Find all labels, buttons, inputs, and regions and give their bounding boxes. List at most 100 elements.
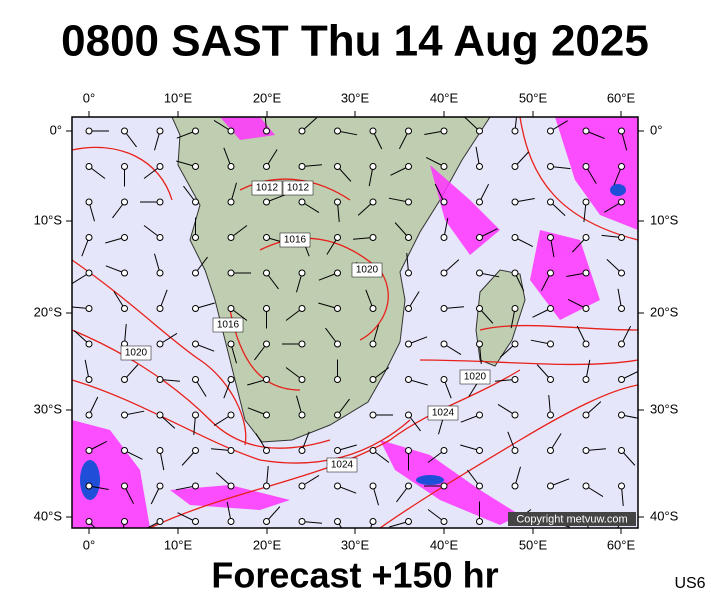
station (156, 163, 164, 170)
station (298, 269, 306, 277)
left-axis-label: 10°S (34, 212, 63, 227)
station (476, 518, 483, 525)
axes: 0° 10°E 20°E 30°E 40°E 50°E 60°E 0° 10°E 20°E 30°E… (34, 90, 679, 552)
station (121, 447, 128, 454)
station (618, 482, 625, 490)
station (298, 518, 306, 525)
station (547, 198, 554, 206)
right-axis-label: 0° (650, 122, 662, 137)
station (618, 127, 625, 135)
station (227, 411, 235, 419)
station (440, 340, 448, 348)
station (156, 482, 164, 490)
station (440, 305, 448, 312)
station (121, 163, 128, 170)
station (547, 163, 554, 170)
station (369, 340, 377, 348)
station (547, 411, 554, 419)
station (334, 482, 341, 490)
bottom-axis-label: 60°E (607, 537, 636, 552)
left-axis-label: 30°S (34, 401, 63, 416)
station (263, 340, 270, 348)
station (476, 127, 483, 135)
station (85, 305, 93, 312)
station (192, 127, 199, 135)
station (511, 482, 519, 490)
station (121, 376, 128, 383)
top-axis-label: 0° (83, 90, 95, 105)
station (369, 376, 377, 383)
station (227, 447, 235, 454)
station (227, 234, 235, 241)
station (618, 447, 625, 454)
station (334, 163, 341, 170)
station (582, 234, 590, 241)
isobar-label: 1020 (356, 265, 379, 276)
station (476, 305, 483, 312)
station (582, 198, 590, 206)
station (121, 198, 128, 206)
station (85, 234, 93, 241)
station (369, 482, 377, 490)
station (440, 234, 448, 241)
station (263, 163, 270, 170)
station (547, 127, 554, 135)
station (618, 411, 625, 419)
isobar-label: 1024 (331, 460, 354, 471)
station (156, 340, 164, 348)
station (511, 269, 519, 277)
station (192, 269, 199, 277)
isobar-label: 1012 (256, 183, 279, 194)
station (263, 234, 270, 241)
station (298, 447, 306, 454)
station (121, 127, 128, 135)
station (156, 198, 164, 206)
model-code: US6 (674, 575, 705, 592)
left-axis-label: 40°S (34, 508, 63, 523)
right-axis-label: 10°S (650, 212, 679, 227)
heavy-precipitation (80, 184, 626, 500)
station (511, 163, 519, 170)
station (369, 305, 377, 312)
madagascar (475, 269, 526, 367)
station (298, 340, 306, 348)
forecast-label: Forecast +150 hr (211, 555, 498, 596)
station (440, 269, 448, 277)
station (156, 518, 164, 525)
station (85, 340, 93, 348)
station (618, 234, 625, 241)
station (85, 447, 93, 454)
station (405, 198, 412, 206)
station (440, 482, 448, 490)
isobar-label: 1016 (284, 235, 307, 246)
station (618, 376, 625, 383)
station (121, 305, 128, 312)
station (369, 127, 377, 135)
station (547, 447, 554, 454)
station (547, 234, 554, 241)
station (263, 305, 270, 312)
left-axis-label: 0° (50, 122, 62, 137)
station (263, 411, 270, 419)
station (369, 163, 377, 170)
station (440, 518, 448, 525)
right-axis-label: 30°S (650, 401, 679, 416)
station (405, 269, 412, 277)
station (85, 198, 93, 206)
station (369, 518, 377, 525)
map-area: 1012 1012 1016 1020 1016 1020 1024 1024 1020 (72, 117, 638, 528)
station (334, 198, 341, 206)
station (227, 305, 235, 312)
station (227, 198, 235, 206)
station (85, 127, 93, 135)
station (156, 447, 164, 454)
title: 0800 SAST Thu 14 Aug 2025 (61, 17, 649, 66)
station (334, 411, 341, 419)
station (440, 198, 448, 206)
station (405, 518, 412, 525)
station (298, 376, 306, 383)
station (263, 127, 270, 135)
station (227, 376, 235, 383)
station (547, 269, 554, 277)
